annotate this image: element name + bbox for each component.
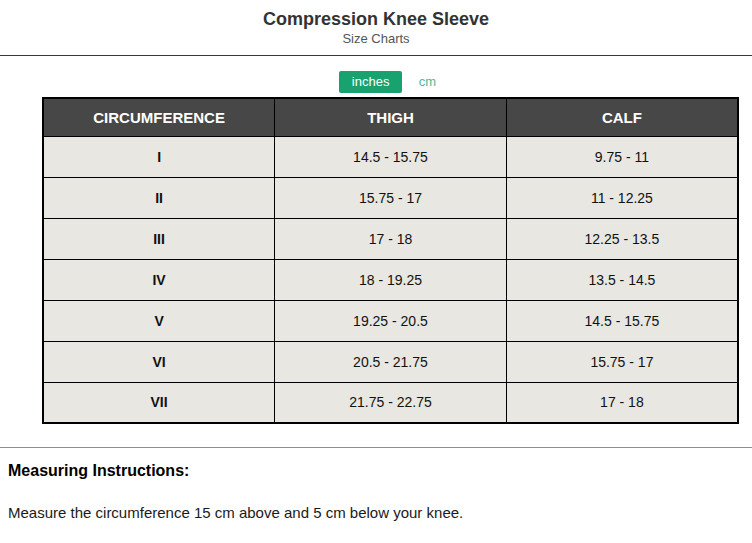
column-header-thigh: THIGH [275,98,507,136]
size-cell: VI [43,341,275,382]
calf-cell: 15.75 - 17 [506,341,738,382]
size-cell: III [43,218,275,259]
table-row: VI 20.5 - 21.75 15.75 - 17 [43,341,738,382]
calf-cell: 14.5 - 15.75 [506,300,738,341]
calf-cell: 9.75 - 11 [506,136,738,177]
instructions-heading: Measuring Instructions: [8,462,744,480]
calf-cell: 12.25 - 13.5 [506,218,738,259]
thigh-cell: 14.5 - 15.75 [275,136,507,177]
calf-cell: 13.5 - 14.5 [506,259,738,300]
table-row: II 15.75 - 17 11 - 12.25 [43,177,738,218]
bottom-divider [0,447,752,448]
size-cell: II [43,177,275,218]
thigh-cell: 18 - 19.25 [275,259,507,300]
unit-toggle: inches cm [42,71,739,93]
thigh-cell: 21.75 - 22.75 [275,382,507,423]
thigh-cell: 19.25 - 20.5 [275,300,507,341]
thigh-cell: 20.5 - 21.75 [275,341,507,382]
size-chart-table: CIRCUMFERENCE THIGH CALF I 14.5 - 15.75 … [42,97,739,424]
size-cell: VII [43,382,275,423]
unit-toggle-cm[interactable]: cm [413,71,442,93]
thigh-cell: 17 - 18 [275,218,507,259]
table-header-row: CIRCUMFERENCE THIGH CALF [43,98,738,136]
size-chart-area: inches cm CIRCUMFERENCE THIGH CALF I 14.… [42,71,739,424]
size-cell: V [43,300,275,341]
table-row: III 17 - 18 12.25 - 13.5 [43,218,738,259]
table-row: IV 18 - 19.25 13.5 - 14.5 [43,259,738,300]
calf-cell: 17 - 18 [506,382,738,423]
thigh-cell: 15.75 - 17 [275,177,507,218]
calf-cell: 11 - 12.25 [506,177,738,218]
measuring-instructions: Measuring Instructions: Measure the circ… [8,462,744,521]
size-cell: IV [43,259,275,300]
table-row: VII 21.75 - 22.75 17 - 18 [43,382,738,423]
page-title: Compression Knee Sleeve [0,9,752,30]
column-header-circumference: CIRCUMFERENCE [43,98,275,136]
page-header: Compression Knee Sleeve Size Charts [0,0,752,56]
instructions-body: Measure the circumference 15 cm above an… [8,504,744,521]
size-cell: I [43,136,275,177]
table-row: I 14.5 - 15.75 9.75 - 11 [43,136,738,177]
page-subtitle: Size Charts [0,31,752,46]
table-row: V 19.25 - 20.5 14.5 - 15.75 [43,300,738,341]
unit-toggle-inches[interactable]: inches [339,71,403,93]
column-header-calf: CALF [506,98,738,136]
